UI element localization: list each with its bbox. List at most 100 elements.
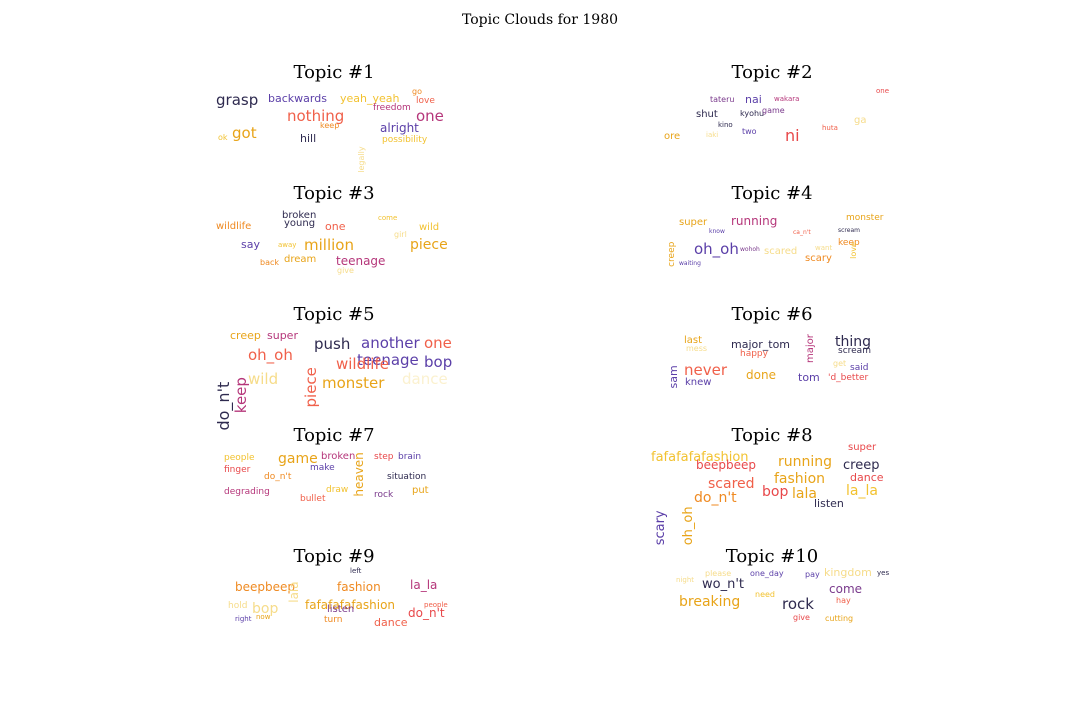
cloud-word: keep (320, 121, 340, 130)
cloud-word: love (849, 242, 858, 259)
cloud-word: away (278, 241, 297, 249)
cloud-word: wohoh (740, 246, 760, 253)
cloud-word: do_n't (408, 606, 445, 620)
cloud-word: fafafafafashion (305, 598, 396, 612)
topic-title: Topic #7 (293, 425, 375, 446)
cloud-word: la_la (846, 483, 878, 499)
cloud-word: tateru (710, 95, 735, 104)
topic-title: Topic #3 (293, 183, 375, 204)
cloud-word: super (848, 442, 877, 453)
cloud-word: alright (380, 121, 419, 135)
cloud-word: bop (762, 484, 789, 500)
cloud-word: creep (230, 329, 261, 342)
cloud-word: monster (846, 213, 884, 223)
cloud-word: get (833, 359, 847, 368)
cloud-word: beepbeep (696, 458, 756, 472)
cloud-word: running (778, 454, 833, 470)
cloud-word: fashion (337, 580, 381, 594)
cloud-word: fashion (774, 471, 826, 487)
topic-title: Topic #8 (731, 425, 813, 446)
cloud-word: monster (322, 374, 385, 392)
cloud-word: two (742, 127, 757, 136)
cloud-word: back (260, 258, 280, 267)
cloud-word: breaking (679, 594, 741, 610)
cloud-word: night (676, 576, 695, 584)
cloud-word: bop (424, 353, 453, 371)
word-cloud: creep super do_n't keep push another one oh_oh t… (214, 329, 454, 431)
cloud-word: grasp (216, 91, 259, 109)
cloud-word: super (679, 217, 708, 228)
topic-title: Topic #4 (731, 183, 813, 204)
cloud-word: another (361, 334, 420, 352)
cloud-word: make (310, 463, 335, 473)
word-cloud: broken young come wildlife one wild say away mil… (214, 209, 454, 293)
cloud-word: finger (224, 465, 251, 475)
word-cloud: people game broken step brain finger make heave… (214, 451, 454, 535)
cloud-word: running (731, 214, 778, 228)
cloud-word: want (815, 244, 833, 252)
cloud-word: cutting (825, 614, 854, 623)
cloud-word: give (793, 613, 810, 622)
cloud-word: creep (667, 241, 677, 267)
cloud-word: teenage (357, 351, 419, 369)
cloud-word: nai (745, 93, 762, 106)
cloud-word: ni (785, 126, 800, 145)
cloud-word: game (762, 106, 785, 115)
cloud-word: wild (419, 222, 440, 233)
cloud-word: oh_oh (694, 240, 739, 258)
cloud-word: one (424, 334, 452, 352)
cloud-word: ok (218, 133, 228, 142)
cloud-word: do_n't (264, 472, 292, 482)
cloud-word: situation (387, 472, 427, 482)
cloud-word: scary (805, 253, 832, 264)
cloud-word: dream (284, 254, 317, 265)
cloud-word: girl (394, 230, 407, 239)
topic-panel: Topic #7 people game broken step brain finger m… (214, 425, 454, 535)
cloud-word: heaven (352, 452, 366, 497)
topic-panel: Topic #9 left beepbeep fashion la_la lala fafa… (214, 546, 454, 656)
cloud-word: listen (814, 497, 844, 510)
cloud-word: ore (664, 131, 681, 142)
cloud-word: hold (228, 601, 248, 611)
cloud-word: knew (685, 377, 712, 388)
cloud-word: game (278, 451, 318, 467)
topic-title: Topic #1 (293, 62, 375, 83)
cloud-word: lala (287, 581, 301, 603)
cloud-word: mess (686, 344, 708, 353)
cloud-word: brain (398, 452, 422, 462)
cloud-word: creep (843, 458, 880, 473)
topic-panel: Topic #8 fafafafafashion super beepbeep runn… (651, 425, 892, 545)
cloud-word: come (378, 214, 398, 222)
cloud-word: push (314, 335, 351, 353)
cloud-word: know (709, 228, 725, 235)
topic-panel: Topic #2 one tateru nai wakara shut kino kyohu g… (652, 62, 892, 172)
cloud-word: do_n't (694, 490, 737, 506)
cloud-word: pay (805, 570, 820, 579)
cloud-word: fafafafafashion (651, 450, 749, 465)
cloud-word: one (325, 220, 346, 233)
cloud-word: need (755, 590, 775, 599)
topic-panel: Topic #4 super running monster know scream ca_… (652, 183, 892, 293)
cloud-word: scared (764, 246, 798, 257)
cloud-word: yes (877, 569, 890, 577)
cloud-word: rock (782, 595, 814, 613)
cloud-word: kingdom (824, 566, 872, 579)
cloud-word: scary (653, 510, 668, 546)
cloud-word: thing (835, 334, 872, 350)
cloud-word: major_tom (731, 338, 791, 351)
cloud-word: major (805, 334, 816, 363)
word-cloud: one tateru nai wakara shut kino kyohu game ga hut… (652, 88, 892, 172)
cloud-word: bop (252, 601, 279, 617)
cloud-word: million (304, 236, 354, 254)
cloud-word: say (241, 238, 260, 251)
cloud-word: yeah_yeah (340, 92, 400, 105)
cloud-word: beepbeep (235, 580, 295, 594)
cloud-word: scream (838, 346, 871, 356)
cloud-word: listen (327, 604, 355, 615)
cloud-word: kino (718, 121, 733, 129)
cloud-word: do_n't (214, 381, 233, 431)
cloud-word: please (705, 569, 732, 578)
topic-title: Topic #5 (293, 304, 375, 325)
cloud-word: freedom (373, 103, 411, 113)
cloud-word: one_day (750, 569, 784, 578)
